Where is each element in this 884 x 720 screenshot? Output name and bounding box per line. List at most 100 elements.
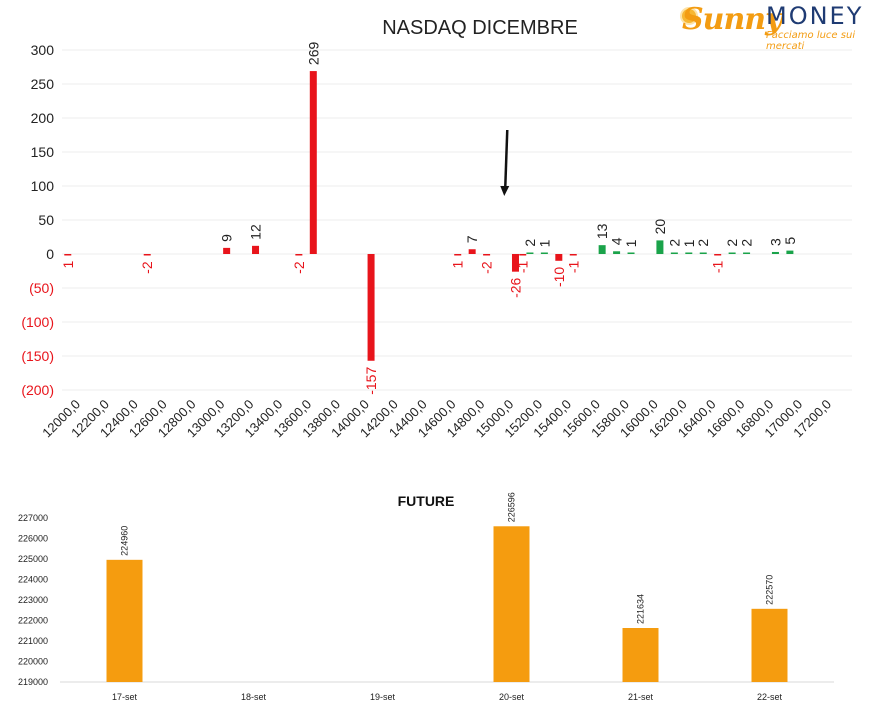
bar	[468, 249, 476, 254]
y-tick-label: 100	[31, 178, 55, 194]
bar	[743, 252, 751, 254]
data-label: 1	[681, 239, 697, 247]
y-tick-label: (150)	[21, 348, 54, 364]
bar	[252, 245, 260, 254]
y-tick-label: (200)	[21, 382, 54, 398]
future-y-tick-label: 219000	[18, 677, 48, 687]
bar	[519, 254, 527, 256]
sunny-money-logo: Sunny MONEY Facciamo luce sui mercati	[680, 2, 880, 52]
y-tick-label: (50)	[29, 280, 54, 296]
data-label: -26	[507, 277, 523, 297]
data-label: 13	[594, 223, 610, 239]
chart-title: NASDAQ DICEMBRE	[382, 17, 578, 39]
data-label: 2	[522, 239, 538, 247]
data-label: -157	[363, 367, 379, 395]
sun-icon	[682, 9, 696, 23]
future-bar	[493, 526, 530, 682]
data-label: 2	[739, 239, 755, 247]
data-label: 7	[464, 235, 480, 243]
future-y-tick-label: 225000	[18, 554, 48, 564]
data-label: 269	[305, 42, 321, 66]
future-y-tick-label: 226000	[18, 534, 48, 544]
data-label: 1	[450, 260, 466, 268]
future-chart-title: FUTURE	[398, 493, 455, 509]
future-bar	[751, 608, 788, 682]
future-data-label: 221634	[636, 594, 646, 624]
y-tick-label: 50	[38, 212, 54, 228]
future-bar	[106, 559, 143, 682]
future-data-label: 226596	[507, 492, 517, 522]
data-label: 5	[782, 237, 798, 245]
data-label: -1	[565, 260, 581, 273]
future-bar	[622, 628, 659, 682]
bar	[483, 254, 491, 256]
bar	[143, 254, 151, 256]
future-chart: FUTURE 227000 226000 225000 224000 223000 222…	[18, 492, 834, 702]
data-label: 2	[695, 239, 711, 247]
data-label: 2	[724, 239, 740, 247]
future-x-tick-label: 18-set	[241, 692, 267, 702]
future-data-label: 222570	[765, 575, 775, 605]
data-label: 1	[60, 260, 76, 268]
bar	[555, 254, 563, 261]
data-label: -2	[139, 261, 155, 274]
bar	[511, 254, 519, 272]
bar	[454, 254, 462, 256]
bar	[540, 252, 548, 254]
data-label: 1	[623, 239, 639, 247]
future-x-tick-label: 21-set	[628, 692, 654, 702]
future-x-tick-label: 17-set	[112, 692, 138, 702]
bar	[656, 240, 664, 254]
bar	[367, 254, 375, 361]
bar	[526, 252, 534, 254]
future-y-tick-label: 227000	[18, 513, 48, 523]
bar	[728, 252, 736, 254]
future-y-tick-label: 222000	[18, 616, 48, 626]
bar	[569, 254, 577, 256]
future-x-tick-label: 19-set	[370, 692, 396, 702]
bar	[685, 252, 693, 254]
y-tick-label: 200	[31, 110, 55, 126]
future-y-tick-label: 220000	[18, 657, 48, 667]
logo-tagline: Facciamo luce sui mercati	[766, 30, 856, 52]
logo-brand-left: Sunny	[682, 2, 783, 37]
future-data-label: 224960	[120, 526, 130, 556]
bar	[670, 252, 678, 254]
data-label: 4	[609, 237, 625, 245]
data-label: 2	[666, 239, 682, 247]
data-label: 1	[536, 239, 552, 247]
future-y-tick-label: 224000	[18, 575, 48, 585]
bar	[309, 71, 317, 254]
bar	[771, 251, 779, 254]
data-label: 9	[219, 234, 235, 242]
bar	[786, 250, 794, 254]
y-tick-label: 250	[31, 76, 55, 92]
data-label: -2	[291, 261, 307, 274]
bar	[64, 254, 72, 256]
data-label: 20	[652, 219, 668, 235]
arrow-head	[500, 186, 510, 196]
data-label: -10	[551, 267, 567, 287]
y-tick-label: 0	[46, 246, 54, 262]
bar	[714, 254, 722, 256]
data-label: -1	[710, 260, 726, 273]
bar	[295, 254, 303, 256]
data-label: 12	[248, 224, 264, 240]
future-y-tick-label: 223000	[18, 595, 48, 605]
y-tick-label: 150	[31, 144, 55, 160]
future-y-tick-label: 221000	[18, 636, 48, 646]
future-x-tick-label: 20-set	[499, 692, 525, 702]
y-tick-label: 300	[31, 42, 55, 58]
nasdaq-chart: NASDAQ DICEMBRE 300 250 200 150 100 50 0 (50) (1…	[21, 17, 852, 440]
logo-brand-right: MONEY	[766, 2, 864, 30]
data-label: -2	[479, 261, 495, 274]
bar	[627, 252, 635, 254]
data-label: 3	[767, 238, 783, 246]
data-label: -1	[515, 260, 531, 273]
bar	[699, 252, 707, 254]
down-arrow-marker	[504, 129, 509, 188]
bar	[598, 245, 606, 254]
bar	[613, 251, 621, 254]
bar	[223, 247, 231, 254]
